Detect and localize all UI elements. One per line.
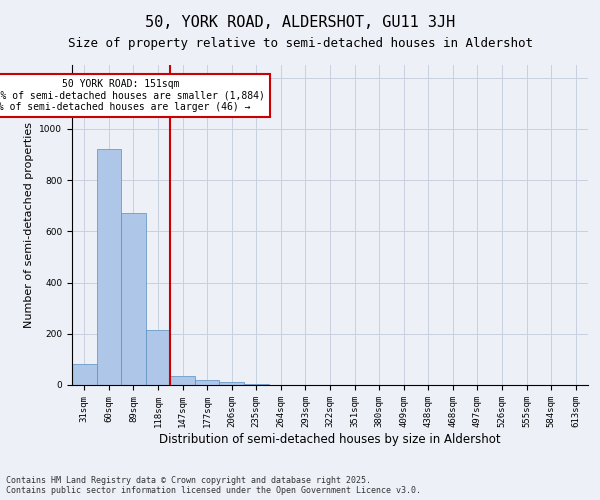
Y-axis label: Number of semi-detached properties: Number of semi-detached properties [24, 122, 34, 328]
Bar [220, 382, 244, 385]
Text: Size of property relative to semi-detached houses in Aldershot: Size of property relative to semi-detach… [67, 38, 533, 51]
Bar [121, 214, 146, 385]
Bar [195, 380, 220, 385]
Text: 50 YORK ROAD: 151sqm
← 98% of semi-detached houses are smaller (1,884)
2% of sem: 50 YORK ROAD: 151sqm ← 98% of semi-detac… [0, 79, 265, 112]
X-axis label: Distribution of semi-detached houses by size in Aldershot: Distribution of semi-detached houses by … [159, 432, 501, 446]
Text: 50, YORK ROAD, ALDERSHOT, GU11 3JH: 50, YORK ROAD, ALDERSHOT, GU11 3JH [145, 15, 455, 30]
Text: Contains HM Land Registry data © Crown copyright and database right 2025.
Contai: Contains HM Land Registry data © Crown c… [6, 476, 421, 495]
Bar [244, 384, 269, 385]
Bar [146, 330, 170, 385]
Bar [72, 364, 97, 385]
Bar [170, 376, 195, 385]
Bar [97, 150, 121, 385]
